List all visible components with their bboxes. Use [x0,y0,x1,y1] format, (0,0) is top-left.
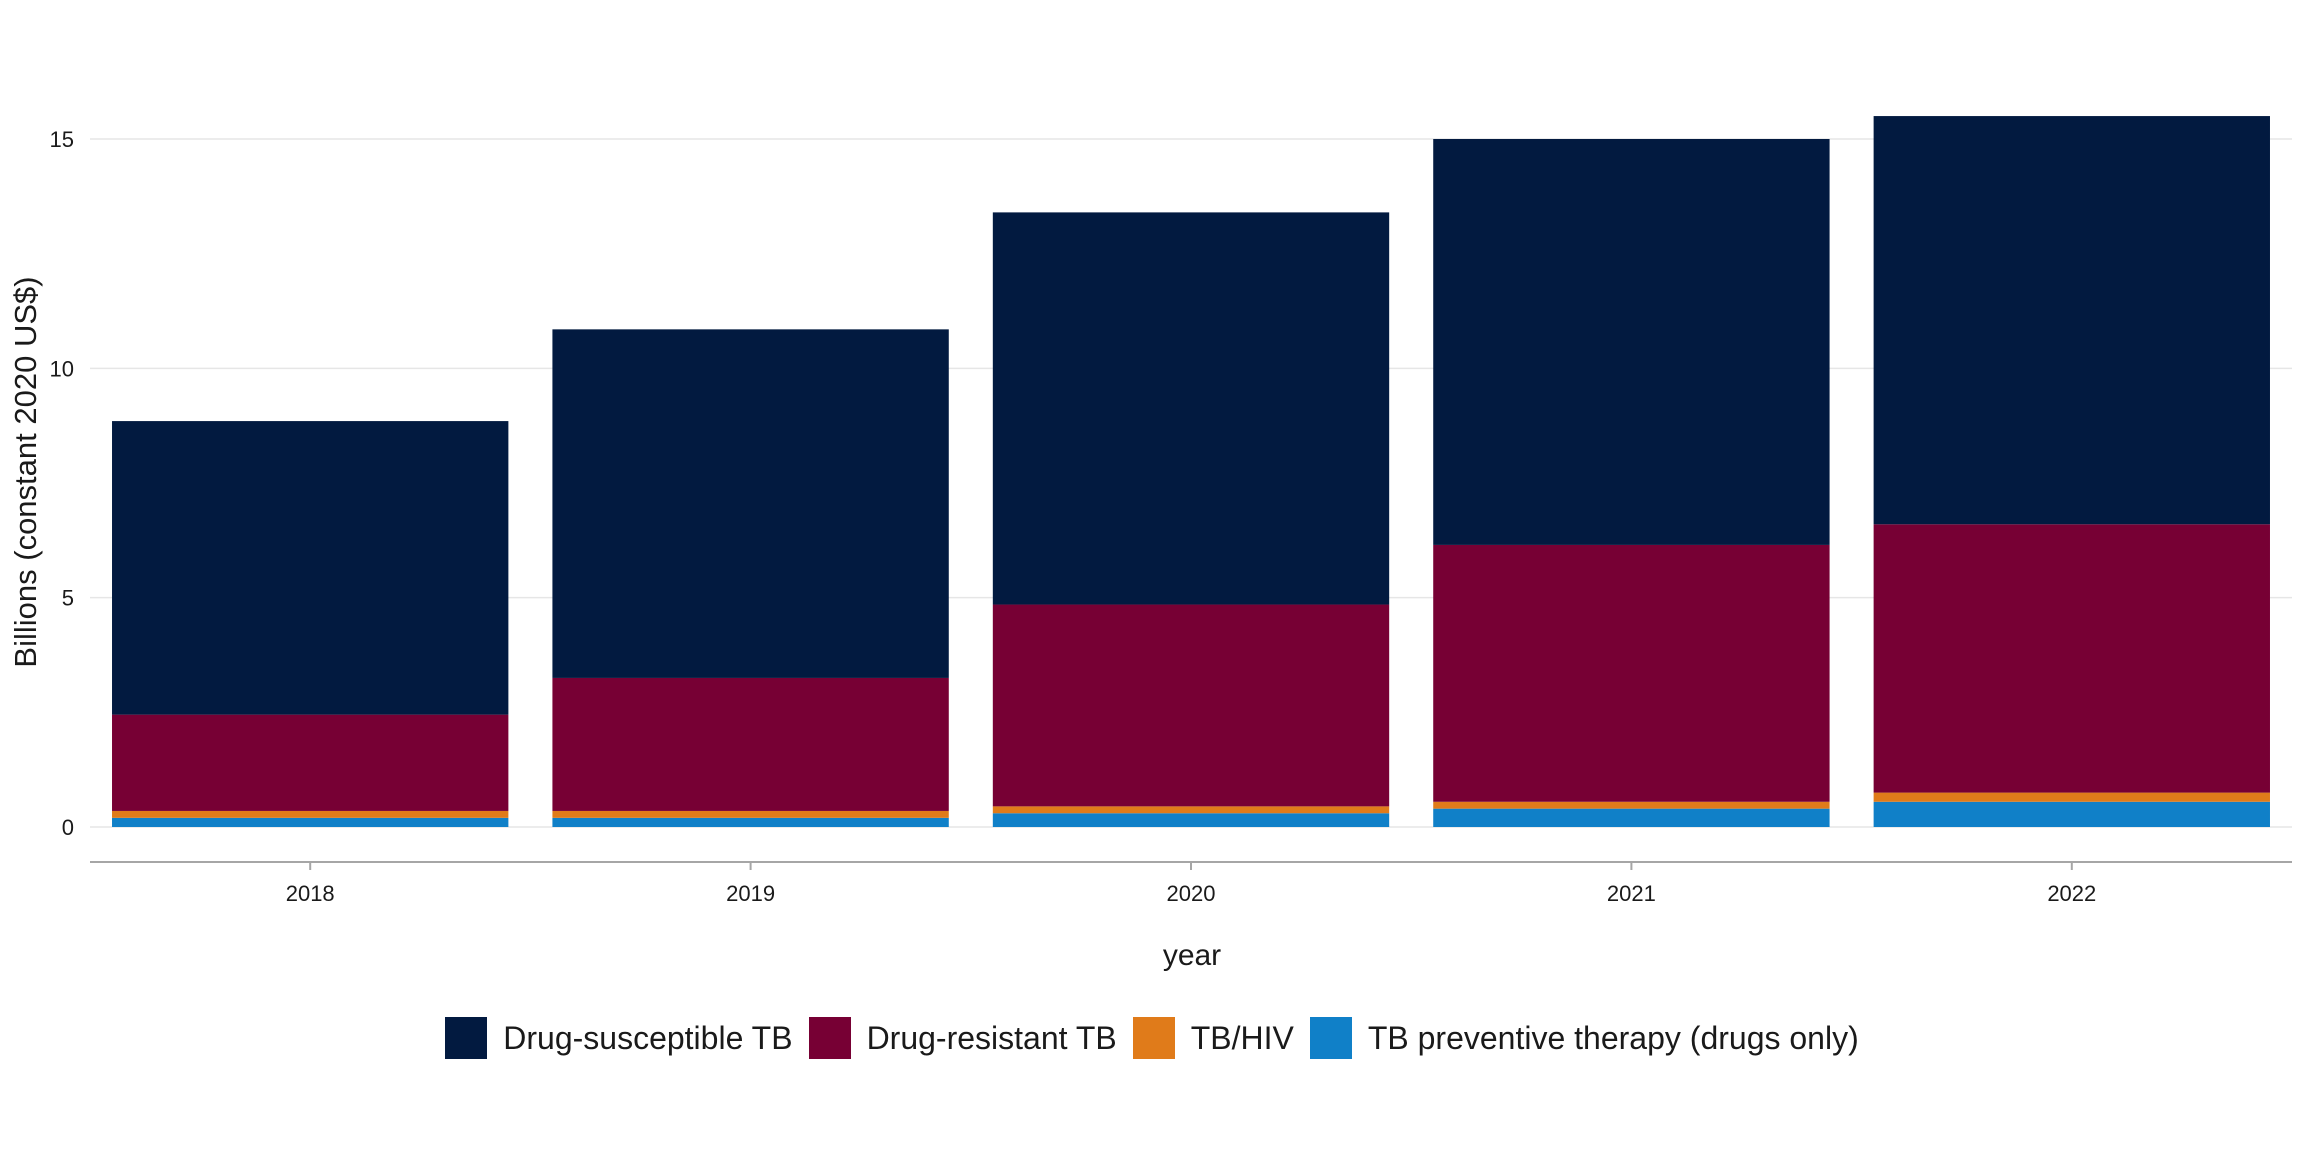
legend-item: TB/HIV [1132,1017,1294,1059]
bar-segment [1873,524,2270,793]
y-tick-label: 5 [62,586,74,611]
y-tick-label: 0 [62,815,74,840]
legend-item: TB preventive therapy (drugs only) [1309,1017,1859,1059]
bar-segment [992,212,1390,605]
x-tick-label: 2020 [1167,881,1216,906]
x-tick-label: 2022 [2047,881,2096,906]
bar-segment [1433,808,1830,827]
bar-segment [112,421,509,715]
bar-segment [992,813,1390,827]
legend-item: Drug-susceptible TB [445,1017,793,1059]
bar-segment [552,677,949,811]
bar-segment [112,817,509,827]
bar-segment [1433,544,1830,802]
bar-segment [112,810,509,818]
y-tick-label: 15 [50,127,74,152]
legend-item: Drug-resistant TB [808,1017,1117,1059]
bar-segment [552,810,949,818]
x-axis-ticks: 2018 2019 2020 2021 2022 [286,862,2096,906]
x-axis-title: year [1163,939,1221,972]
bar-segment [992,806,1390,814]
legend-label: TB/HIV [1190,1019,1294,1056]
x-tick-label: 2019 [726,881,775,906]
bar-segment [1873,116,2270,525]
y-axis-title: Billions (constant 2020 US$) [8,276,43,667]
bar-segment [992,604,1390,807]
bar-segment [552,817,949,827]
bar-segment [1873,792,2270,802]
legend-swatch [808,1017,851,1059]
x-tick-label: 2018 [286,881,335,906]
bar-segment [1873,801,2270,827]
legend-label: TB preventive therapy (drugs only) [1367,1019,1859,1056]
stacked-bar-chart: 2018 2019 2020 2021 2022 0 5 10 15 year Billion… [8,116,2292,972]
legend-swatch [1309,1017,1352,1059]
legend-label: Drug-susceptible TB [503,1019,793,1056]
legend: Drug-susceptible TB Drug-resistant TB TB/H… [0,1010,2304,1066]
bar-segment [1433,139,1830,545]
legend-label: Drug-resistant TB [866,1019,1117,1056]
bar-segment [552,329,949,678]
y-tick-label: 10 [50,356,74,381]
legend-swatch [445,1017,488,1059]
bar-segment [112,714,509,811]
bar-segment [1433,801,1830,809]
bars [112,116,2270,827]
y-axis-ticks: 0 5 10 15 [50,127,74,840]
legend-swatch [1132,1017,1175,1059]
x-tick-label: 2021 [1607,881,1656,906]
